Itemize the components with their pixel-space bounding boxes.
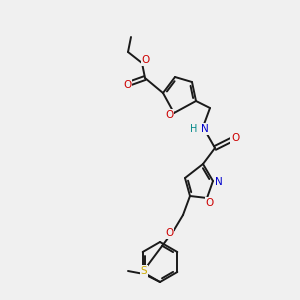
Text: N: N	[215, 177, 223, 187]
Text: O: O	[165, 228, 173, 238]
Text: O: O	[142, 55, 150, 65]
Text: S: S	[141, 266, 147, 276]
Text: H: H	[190, 124, 198, 134]
Text: O: O	[206, 198, 214, 208]
Text: O: O	[123, 80, 131, 90]
Text: N: N	[201, 124, 209, 134]
Text: O: O	[165, 110, 173, 120]
Text: O: O	[231, 133, 239, 143]
